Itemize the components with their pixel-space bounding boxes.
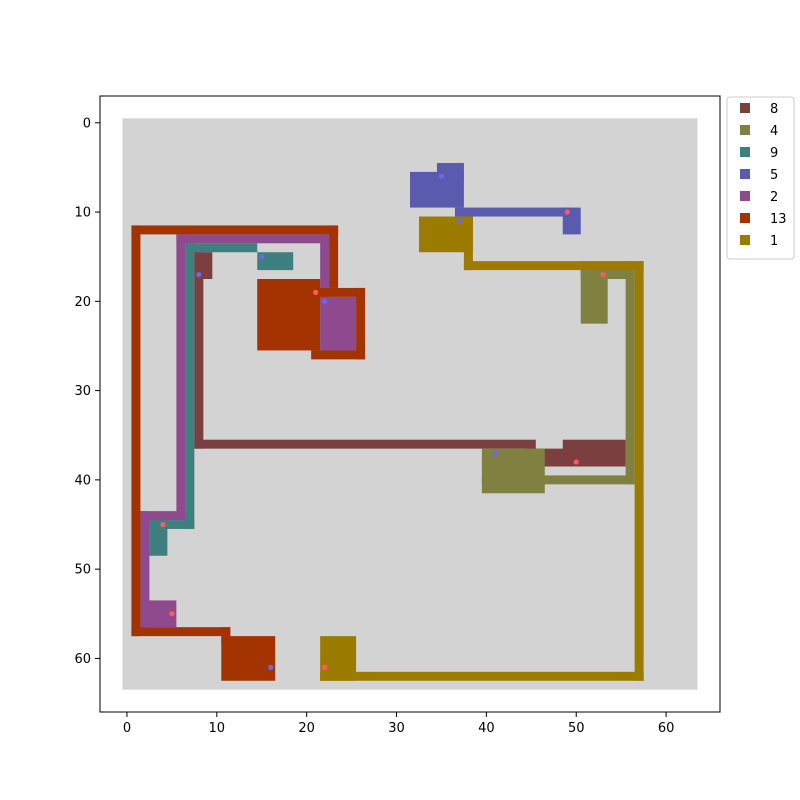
series-9-cell-block-1: [185, 243, 258, 253]
series-2-cell-block-0: [320, 296, 357, 351]
series-5-marker-0: [438, 173, 445, 179]
series-8-marker-0: [196, 271, 202, 278]
series-4-marker-1: [492, 450, 498, 456]
legend-label-8: 8: [770, 102, 778, 117]
series-9-cell-block-4: [149, 520, 168, 556]
y-tick-label-60: 60: [74, 652, 91, 667]
series-1-marker-0: [456, 218, 463, 224]
series-8-cell-block-2: [194, 439, 536, 449]
series-2: [140, 234, 357, 628]
series-9: [149, 243, 294, 556]
series-8-marker-1: [573, 459, 579, 465]
series-1-cell-block-1: [463, 216, 473, 271]
series-13-cell-block-1: [311, 287, 366, 297]
legend-label-9: 9: [770, 146, 778, 161]
legend-swatch-2: [740, 191, 750, 201]
y-tick-label-50: 50: [74, 563, 91, 578]
legend-label-4: 4: [770, 124, 778, 139]
series-4-cell-block-3: [481, 475, 635, 485]
grid-background: [122, 118, 698, 690]
series-13: [131, 225, 366, 681]
plot-area: [99, 95, 721, 713]
legend-swatch-8: [740, 103, 750, 113]
y-axis: 0 10 20 30 40 50 60: [74, 116, 100, 667]
series-9-cell-block-2: [185, 243, 195, 529]
series-13-cell-block-7: [131, 627, 231, 637]
series-13-cell-block-0: [257, 279, 321, 351]
x-tick-label-10: 10: [209, 721, 226, 736]
y-tick-label-30: 30: [74, 384, 91, 399]
series-4-cell-block-4: [481, 448, 545, 494]
y-tick-label-20: 20: [74, 295, 91, 310]
legend-box: [726, 96, 795, 260]
series-1-cell-block-2: [463, 261, 644, 271]
x-tick-label-40: 40: [478, 721, 495, 736]
legend-swatch-5: [740, 169, 750, 179]
legend-swatch-4: [740, 125, 750, 135]
x-tick-label-60: 60: [658, 721, 675, 736]
series-2-cell-block-3: [176, 234, 186, 521]
series-13-marker-0: [313, 289, 319, 296]
series-8-cell-block-1: [194, 252, 204, 449]
series-2-marker-0: [322, 298, 328, 304]
series-2-cell-block-4: [140, 511, 186, 521]
legend-swatch-9: [740, 147, 750, 157]
axes-frame: [99, 95, 721, 713]
legend-label-1: 1: [770, 234, 778, 249]
legend-label-2: 2: [770, 190, 778, 205]
series-8-cell-block-4: [562, 439, 626, 467]
series-13-cell-block-3: [311, 350, 366, 360]
x-tick-label-20: 20: [298, 721, 315, 736]
series-2-cell-block-1: [320, 234, 330, 297]
series-1-cell-block-4: [320, 671, 644, 681]
series-5-marker-1: [564, 209, 570, 215]
series-1-marker-1: [322, 664, 328, 670]
legend-label-13: 13: [770, 212, 787, 227]
series-13-cell-block-2: [356, 287, 366, 360]
y-tick-label-10: 10: [74, 206, 91, 221]
series-9-cell-block-0: [257, 252, 294, 271]
series-2-marker-1: [169, 611, 175, 617]
series-13-cell-block-5: [131, 225, 339, 235]
series-5-cell-block-2: [454, 207, 572, 217]
series-1-cell-block-5: [320, 636, 357, 681]
x-tick-label-0: 0: [123, 721, 131, 736]
series-2-cell-block-2: [176, 234, 330, 244]
x-axis: 0 10 20 30 40 50 60: [123, 712, 675, 736]
series-9-marker-0: [259, 254, 265, 260]
series-2-cell-block-5: [140, 511, 150, 628]
x-tick-label-30: 30: [388, 721, 405, 736]
series-1-cell-block-3: [634, 261, 644, 681]
series-13-cell-block-6: [131, 225, 141, 637]
y-tick-label-40: 40: [74, 473, 91, 488]
legend: 8 4 9 5 2 13 1: [726, 96, 795, 260]
legend-swatch-1: [740, 235, 750, 245]
series-4-marker-0: [600, 271, 606, 278]
series-13-cell-block-4: [329, 225, 339, 288]
series-1: [320, 216, 644, 681]
legend-label-5: 5: [770, 168, 778, 183]
series-5: [410, 162, 581, 235]
series-9-cell-block-3: [149, 520, 195, 529]
series-13-cell-block-9: [221, 636, 276, 681]
series-13-marker-1: [268, 664, 274, 670]
legend-swatch-13: [740, 213, 750, 223]
series-9-marker-1: [160, 521, 166, 528]
series-4-cell-block-2: [625, 261, 635, 485]
y-tick-label-0: 0: [83, 116, 91, 131]
x-tick-label-50: 50: [568, 721, 585, 736]
